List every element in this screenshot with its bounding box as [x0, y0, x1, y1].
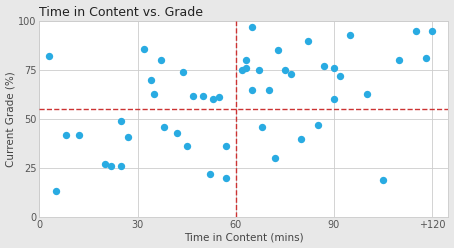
- Point: [347, 33, 354, 37]
- Point: [222, 176, 230, 180]
- Point: [62, 133, 69, 137]
- Point: [150, 92, 158, 95]
- Point: [242, 66, 249, 70]
- Point: [242, 58, 249, 62]
- Point: [337, 74, 344, 78]
- Point: [206, 172, 213, 176]
- Point: [173, 131, 181, 135]
- X-axis label: Time in Content (mins): Time in Content (mins): [184, 232, 304, 243]
- Point: [52, 189, 59, 193]
- Point: [190, 93, 197, 97]
- Point: [75, 133, 82, 137]
- Point: [422, 56, 429, 60]
- Point: [199, 93, 207, 97]
- Point: [331, 97, 338, 101]
- Point: [216, 95, 223, 99]
- Point: [124, 135, 132, 139]
- Point: [101, 162, 109, 166]
- Point: [248, 88, 256, 92]
- Point: [275, 49, 282, 53]
- Point: [297, 137, 305, 141]
- Point: [118, 119, 125, 123]
- Point: [271, 156, 279, 160]
- Point: [108, 164, 115, 168]
- Point: [429, 29, 436, 33]
- Point: [255, 68, 262, 72]
- Text: Time in Content vs. Grade: Time in Content vs. Grade: [39, 5, 203, 19]
- Point: [265, 88, 272, 92]
- Point: [288, 72, 295, 76]
- Point: [412, 29, 419, 33]
- Point: [258, 125, 266, 129]
- Point: [141, 47, 148, 51]
- Y-axis label: Current Grade (%): Current Grade (%): [5, 71, 15, 167]
- Point: [239, 68, 246, 72]
- Point: [248, 25, 256, 29]
- Point: [183, 144, 190, 148]
- Point: [396, 58, 403, 62]
- Point: [209, 97, 217, 101]
- Point: [281, 68, 288, 72]
- Point: [180, 70, 187, 74]
- Point: [157, 58, 164, 62]
- Point: [331, 66, 338, 70]
- Point: [147, 78, 154, 82]
- Point: [304, 39, 311, 43]
- Point: [380, 178, 387, 182]
- Point: [222, 144, 230, 148]
- Point: [160, 125, 168, 129]
- Point: [46, 54, 53, 58]
- Point: [314, 123, 321, 127]
- Point: [363, 92, 370, 95]
- Point: [321, 64, 328, 68]
- Point: [118, 164, 125, 168]
